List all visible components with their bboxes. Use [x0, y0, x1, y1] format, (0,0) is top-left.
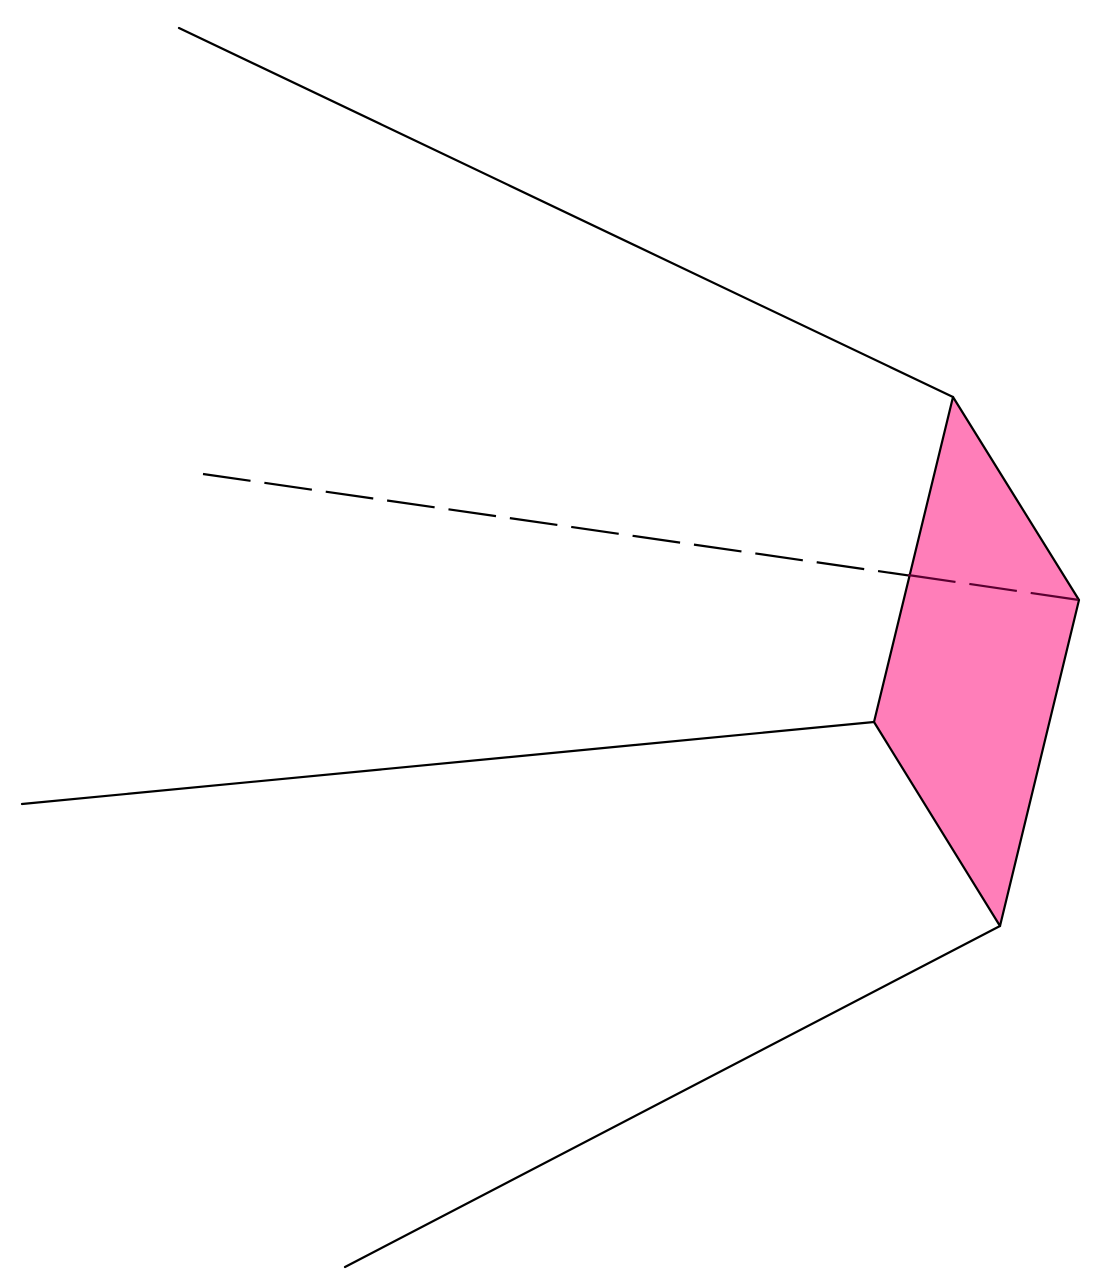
end-face — [872, 395, 1081, 928]
upper-lateral-edge — [177, 26, 955, 399]
lower-lateral-edge — [343, 924, 1002, 1269]
middle-lateral-edge — [20, 720, 876, 806]
rear-lateral-edge-over-face — [907, 573, 1080, 602]
rear-lateral-edge — [202, 472, 1080, 602]
